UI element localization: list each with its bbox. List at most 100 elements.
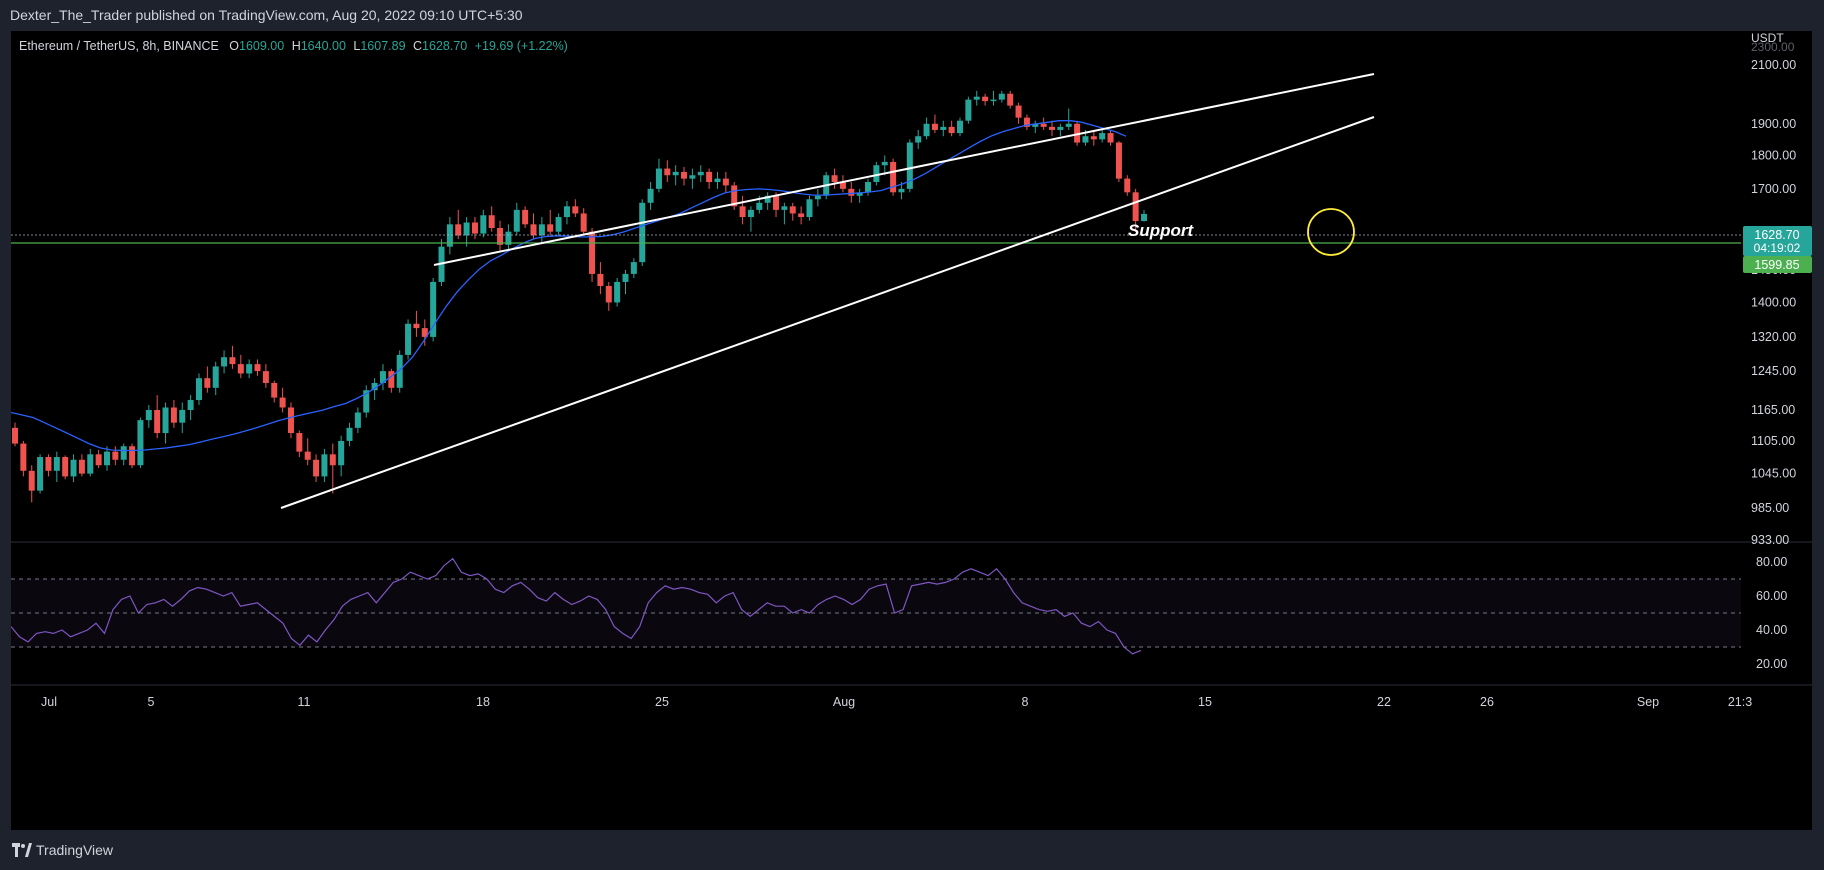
countdown-label: 04:19:02: [1754, 241, 1801, 255]
support-price-label: 1599.85: [1754, 258, 1799, 272]
candle: [463, 222, 470, 236]
candle: [1065, 123, 1072, 127]
price-tick-label: 933.00: [1751, 533, 1789, 547]
tradingview-brand[interactable]: TradingView: [36, 842, 114, 858]
tradingview-logo-icon[interactable]: [12, 843, 32, 857]
candle: [363, 390, 370, 413]
candle: [990, 99, 997, 102]
candle: [597, 273, 604, 286]
price-tick-label: 1165.00: [1751, 403, 1795, 417]
candle: [965, 99, 972, 121]
candle: [706, 171, 713, 183]
time-tick-label: 18: [476, 695, 490, 709]
price-tick-label: 1045.00: [1751, 467, 1796, 481]
candle: [338, 440, 345, 466]
candle: [948, 126, 955, 134]
candle: [605, 285, 612, 303]
candle: [112, 451, 119, 460]
candle: [1082, 136, 1089, 143]
candle: [689, 175, 696, 179]
candle: [957, 120, 964, 134]
candle: [1057, 126, 1064, 130]
candle: [313, 459, 320, 477]
candle: [1074, 123, 1081, 143]
candle: [129, 446, 136, 466]
time-tick-label: 15: [1198, 695, 1212, 709]
candle: [1032, 123, 1039, 127]
candle: [187, 400, 194, 410]
candle: [1132, 192, 1139, 222]
candle: [589, 231, 596, 274]
candle: [739, 206, 746, 218]
candle: [329, 454, 336, 466]
candle: [672, 171, 679, 176]
candle: [806, 199, 813, 218]
time-tick-label: 26: [1480, 695, 1494, 709]
time-tick-label: 5: [148, 695, 155, 709]
candle: [865, 182, 872, 193]
candle: [1049, 126, 1056, 130]
candle: [622, 273, 629, 282]
close-value: 1628.70: [422, 39, 468, 53]
candle: [873, 165, 880, 183]
price-tick-label: 1800.00: [1751, 148, 1796, 162]
candle: [480, 215, 487, 234]
candle: [78, 459, 85, 474]
candle: [279, 397, 286, 408]
time-tick-label: Aug: [833, 695, 855, 709]
candle: [497, 227, 504, 245]
time-tick-label: 8: [1022, 695, 1029, 709]
candle: [614, 281, 621, 303]
candle: [831, 175, 838, 183]
candle: [296, 433, 303, 452]
candle: [714, 178, 721, 183]
candle: [204, 378, 211, 388]
candle: [421, 328, 428, 337]
price-tick-label: 1400.00: [1751, 296, 1796, 310]
candle: [839, 182, 846, 189]
chart-area[interactable]: Support USDT 2300.00 2100.00 1900.00 1800.00…: [11, 31, 1812, 830]
price-tick-label: 2100.00: [1751, 58, 1796, 72]
candle: [848, 188, 855, 196]
wedge-upper-trendline: [433, 73, 1375, 266]
candle: [1107, 133, 1114, 143]
rsi-tick-label: 20.00: [1756, 657, 1787, 671]
candle: [773, 195, 780, 210]
candle: [1115, 142, 1122, 179]
footer-bar: TradingView: [0, 832, 1824, 870]
price-unit-label: USDT: [1751, 31, 1784, 45]
candle: [304, 451, 311, 460]
candle: [563, 206, 570, 218]
candle: [639, 202, 646, 263]
low-label: L: [353, 39, 361, 53]
candle: [1023, 117, 1030, 127]
price-tick-label: 1245.00: [1751, 364, 1796, 378]
candle: [53, 457, 60, 471]
candle: [1141, 213, 1147, 222]
last-price-badge: [1743, 226, 1812, 256]
candle: [371, 382, 378, 391]
time-tick-label: Sep: [1637, 695, 1659, 709]
close-label: C: [413, 39, 423, 53]
candle: [430, 281, 437, 337]
support-label: Support: [1128, 221, 1194, 240]
candle: [781, 206, 788, 210]
candle: [237, 364, 244, 374]
last-price-label: 1628.70: [1754, 228, 1799, 242]
high-label: H: [291, 39, 301, 53]
candle: [221, 357, 228, 367]
candle: [647, 188, 654, 203]
moving-average-line: [11, 120, 1127, 452]
candle: [179, 409, 186, 423]
low-value: 1607.89: [360, 39, 406, 53]
high-value: 1640.00: [300, 39, 346, 53]
candle: [522, 209, 529, 225]
candle: [1090, 136, 1097, 140]
price-tick-label: 985.00: [1751, 501, 1789, 515]
time-tick-label: Jul: [41, 695, 57, 709]
candle: [890, 161, 897, 193]
candle: [731, 185, 738, 207]
candle: [396, 354, 403, 388]
candle: [354, 412, 361, 428]
